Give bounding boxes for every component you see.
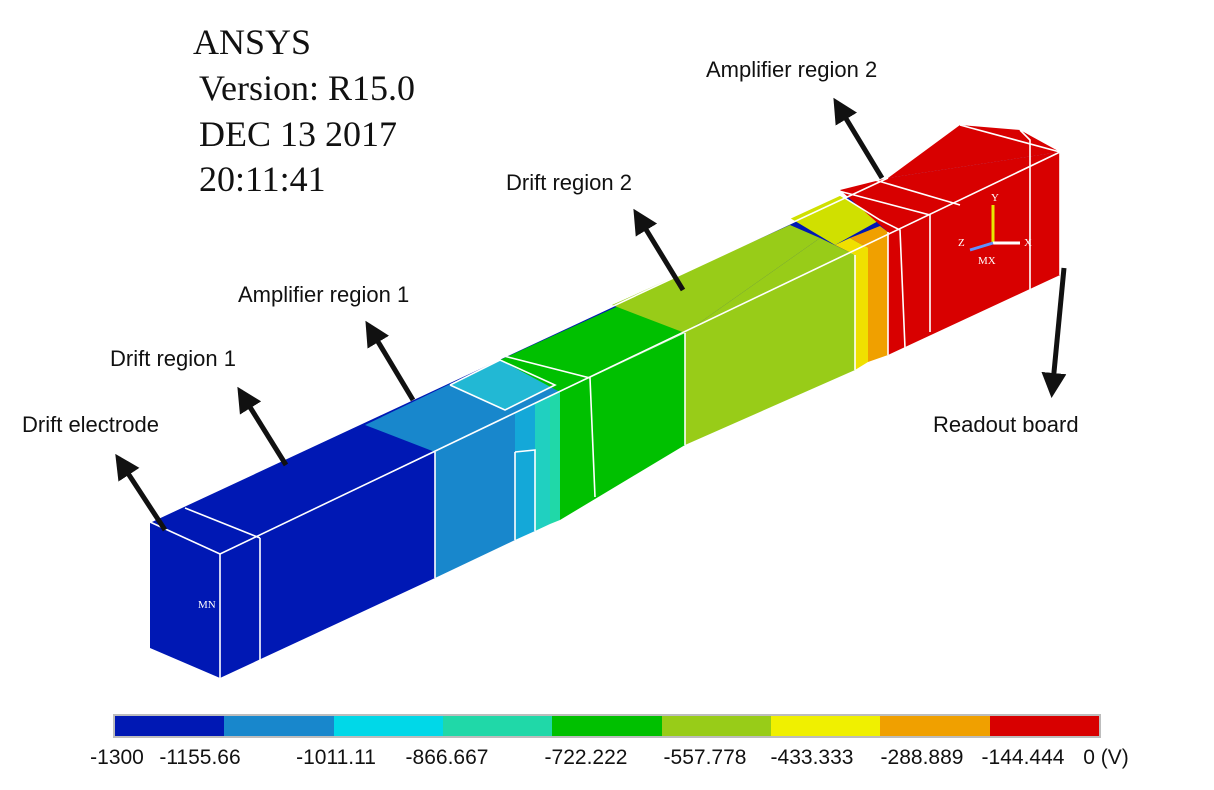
color-swatch (224, 716, 334, 736)
color-legend-tick-label: -1155.66 (159, 746, 241, 769)
label-drift-region-1: Drift region 1 (110, 346, 236, 371)
version-text: Version: R15.0 (199, 68, 415, 108)
label-drift-region-2: Drift region 2 (506, 170, 632, 195)
axis-y-label: Y (991, 192, 999, 204)
color-legend-tick-label: 0 (V) (1083, 746, 1129, 769)
product-name: ANSYS (193, 22, 312, 62)
color-legend-tick-label: -288.889 (880, 746, 964, 769)
color-legend-bar (113, 714, 1101, 738)
drift-region-2-volume (500, 225, 855, 520)
color-swatch (989, 716, 1099, 736)
time-text: 20:11:41 (199, 159, 326, 199)
label-amplifier-region-1: Amplifier region 1 (238, 282, 410, 307)
color-legend-tick-label: -144.444 (981, 746, 1065, 769)
min-marker: MN (198, 599, 216, 611)
color-legend-tick-label: -722.222 (544, 746, 628, 769)
axis-z-label: Z (958, 237, 965, 249)
coordinate-triad-icon: Y X Z MX (958, 192, 1032, 267)
color-legend-tick-label: -433.333 (770, 746, 854, 769)
color-swatch (552, 716, 662, 736)
callout-arrows (115, 97, 1067, 532)
max-marker: MX (978, 255, 996, 267)
label-readout-board: Readout board (933, 412, 1079, 437)
amplifier-region-2-volume (790, 125, 1060, 370)
label-amplifier-region-2: Amplifier region 2 (706, 57, 878, 82)
color-swatch (770, 716, 881, 736)
color-legend-tick-label: -1300 (90, 746, 144, 769)
detector-model: MN Y X Z MX (115, 97, 1067, 678)
color-legend-tick-label: -1011.11 (296, 746, 376, 769)
color-swatch (333, 716, 443, 736)
date-text: DEC 13 2017 (199, 114, 397, 154)
color-swatch (442, 716, 553, 736)
mesh-edges (149, 124, 1061, 678)
color-swatch (115, 716, 225, 736)
color-swatch (880, 716, 990, 736)
label-drift-electrode: Drift electrode (22, 412, 159, 437)
color-legend-tick-label: -866.667 (405, 746, 489, 769)
color-swatch (661, 716, 771, 736)
color-legend-tick-label: -557.778 (663, 746, 747, 769)
axis-x-label: X (1024, 237, 1032, 249)
